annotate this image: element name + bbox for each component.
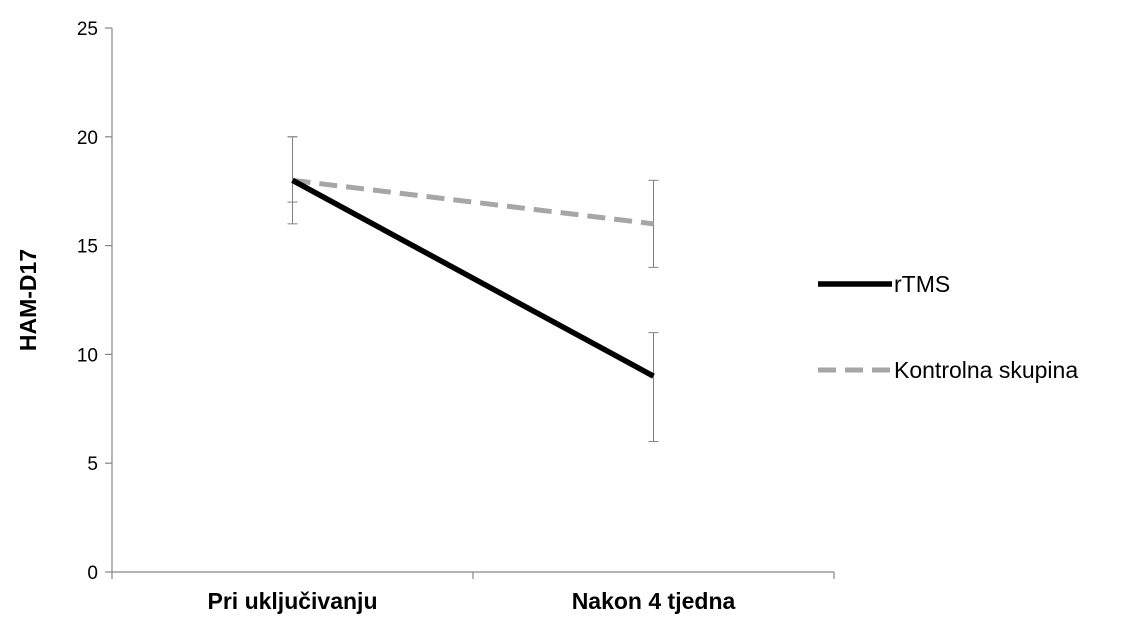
legend: rTMS Kontrolna skupina (818, 271, 1078, 383)
y-tick-label: 10 (77, 345, 98, 366)
series-lines (291, 177, 655, 379)
error-bars (287, 136, 659, 442)
series-line-kontrolna-skupina (292, 177, 654, 227)
legend-label: rTMS (894, 271, 950, 297)
x-axis-ticks: Pri uključivanju Nakon 4 tjedna (111, 572, 835, 614)
y-tick-label: 5 (87, 454, 98, 475)
y-tick-label: 15 (77, 237, 98, 258)
legend-item: Kontrolna skupina (818, 357, 1078, 383)
series-line-rtms (291, 177, 655, 379)
legend-label: Kontrolna skupina (894, 357, 1078, 383)
y-axis-ticks: 0 5 10 15 20 25 (77, 19, 112, 584)
x-tick-label: Nakon 4 tjedna (572, 588, 736, 614)
legend-item: rTMS (818, 271, 950, 297)
y-tick-label: 25 (77, 19, 98, 40)
y-tick-label: 20 (77, 128, 98, 149)
error-bar (648, 332, 659, 442)
x-tick-label: Pri uključivanju (208, 588, 378, 614)
y-tick-label: 0 (87, 563, 98, 584)
y-axis-title: HAM-D17 (15, 249, 41, 351)
